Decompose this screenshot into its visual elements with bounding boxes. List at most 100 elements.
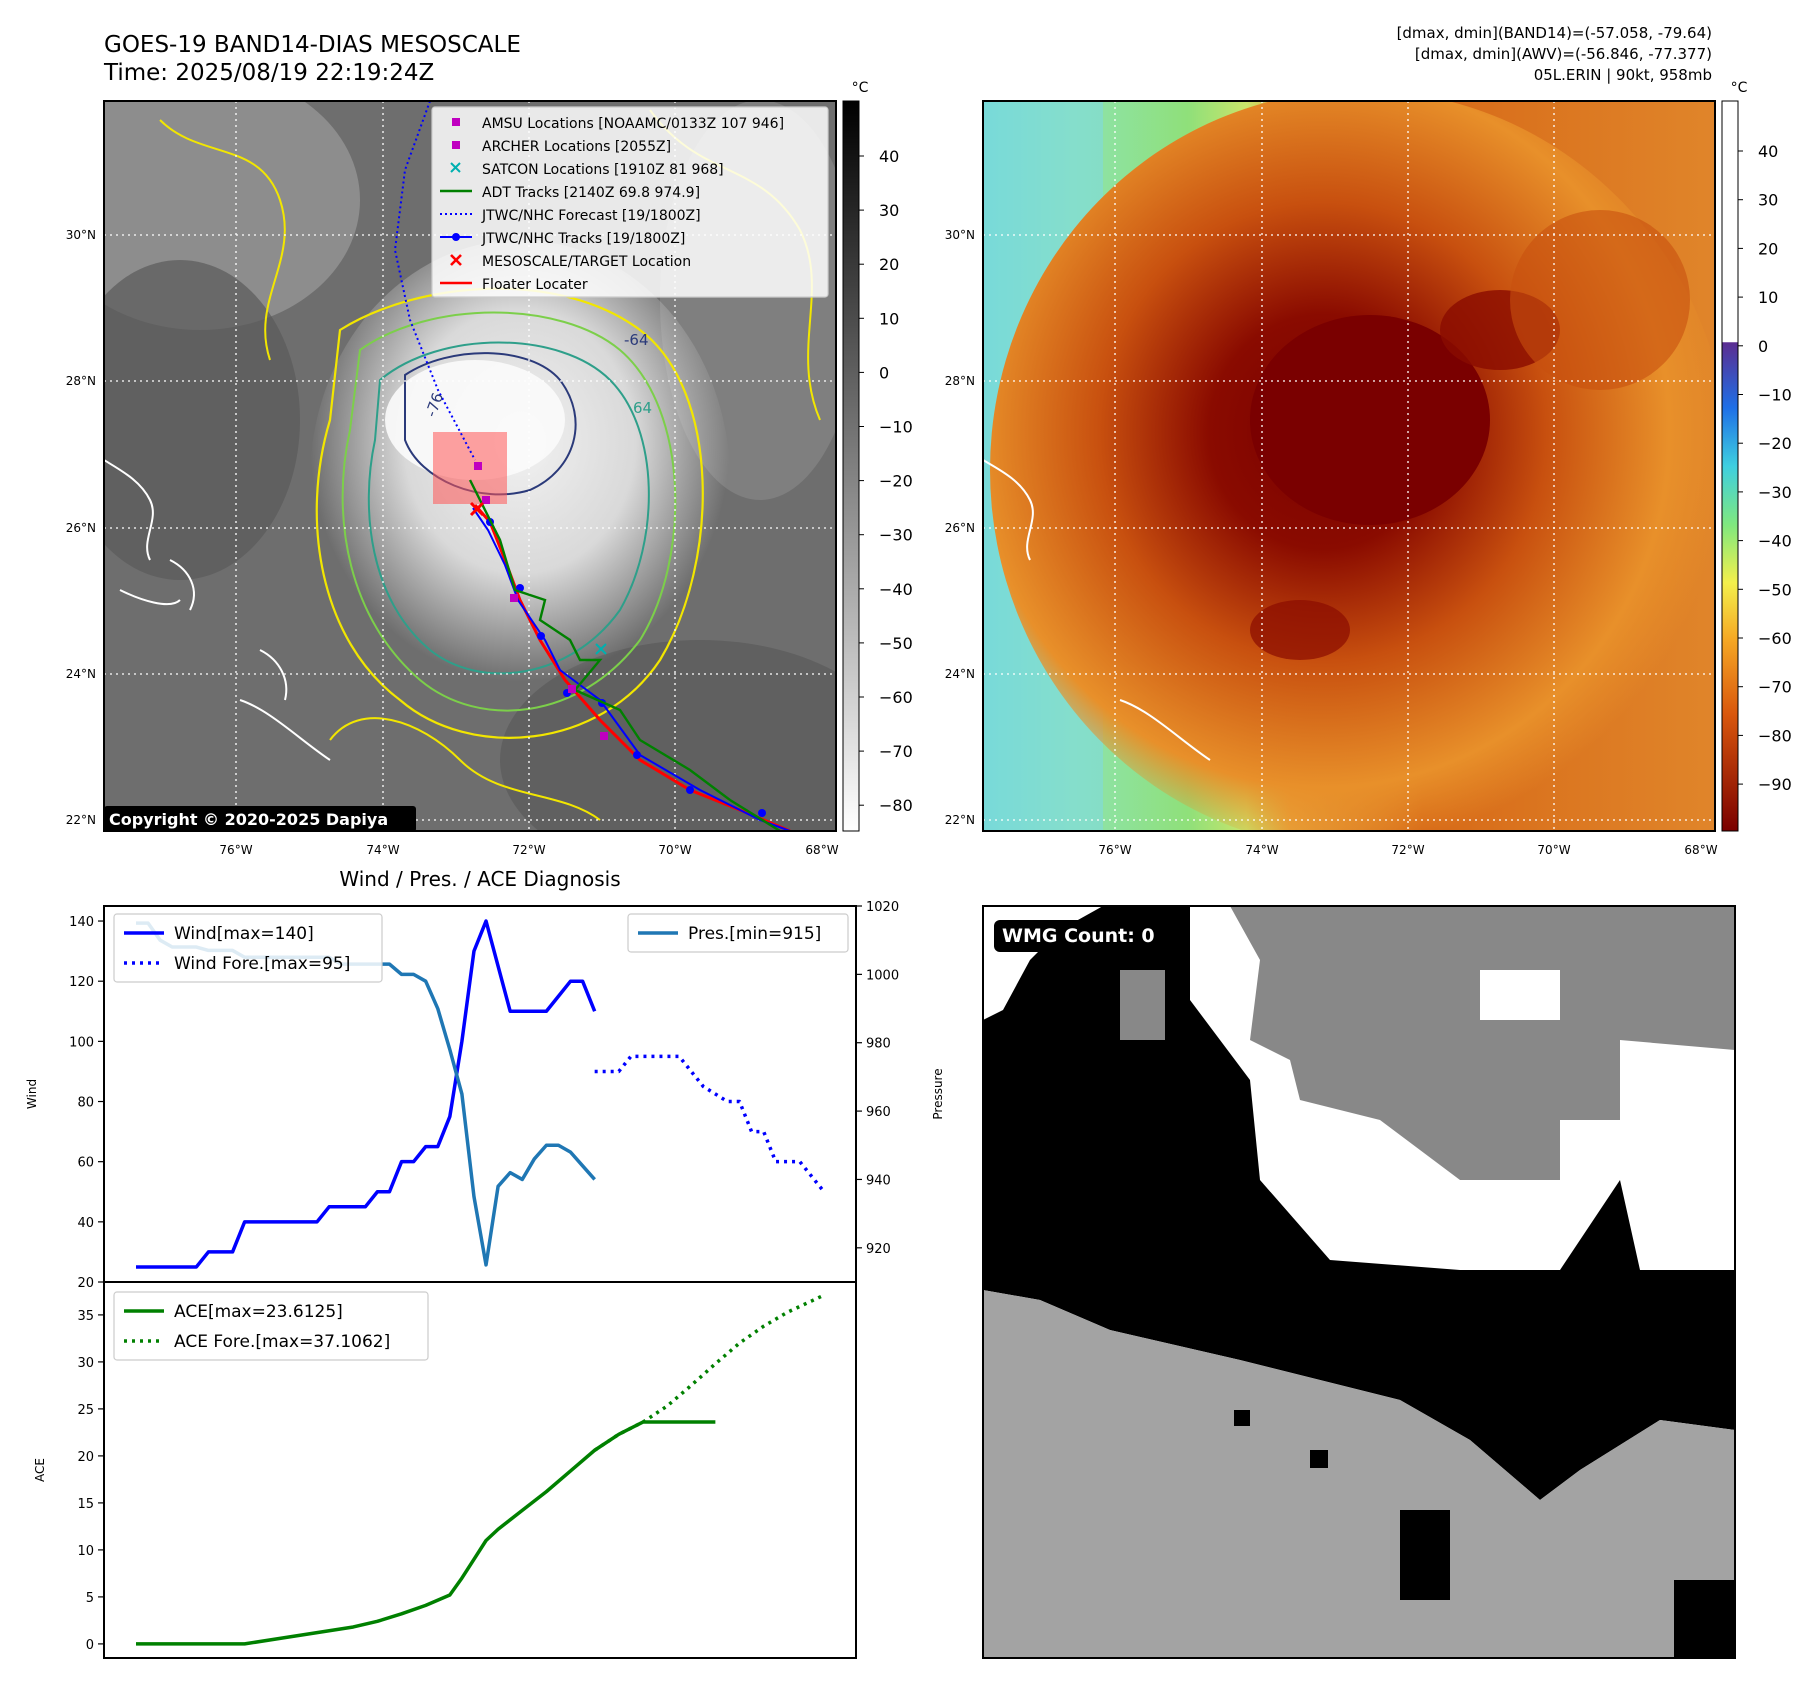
wind-ylabel: Wind [25, 1079, 39, 1109]
awv-storm-core [1250, 315, 1490, 525]
ir-colorbar-label: −60 [879, 688, 913, 707]
archer-points [474, 462, 608, 740]
ir-contour-label: 64 [633, 399, 652, 417]
awv-colorbar: °C 40 30 20 10 0 −10 −20 −30 −40 −50 −60 −70 −80 −90 [1721, 80, 1792, 832]
awv-map-panel: 30°N 28°N 26°N 24°N 22°N 76°W 74°W 72°W … [945, 80, 1792, 857]
legend-item: Floater Locater [482, 277, 588, 293]
wind-forecast-line [594, 1054, 826, 1193]
wmg-black-region [983, 906, 1735, 1500]
ace-axis-tick-label: 0 [86, 1638, 94, 1653]
ir-colorbar-label: −20 [879, 472, 913, 491]
pressure-ylabel: Pressure [931, 1068, 945, 1119]
awv-coastline [983, 459, 1034, 561]
awv-lat-label: 26°N [945, 521, 975, 535]
ir-lon-label: 70°W [658, 843, 691, 857]
awv-colorbar-label: 20 [1758, 239, 1778, 258]
ir-lat-label: 30°N [66, 228, 96, 242]
target-marker [469, 501, 485, 517]
ir-lon-label: 74°W [366, 843, 399, 857]
diag-title: Wind / Pres. / ACE Diagnosis [339, 867, 620, 891]
wind-axis-tick-label: 120 [69, 975, 94, 990]
ir-colorbar-label: −50 [879, 634, 913, 653]
wind-axis-tick-label: 80 [77, 1096, 94, 1111]
awv-colorbar-label: −30 [1758, 483, 1792, 502]
awv-colorbar-label: 40 [1758, 142, 1778, 161]
ace-ylabel: ACE [33, 1458, 47, 1482]
ir-colorbar-label: −80 [879, 796, 913, 815]
awv-map-frame [982, 100, 1716, 832]
ir-colorbar-label: −30 [879, 526, 913, 545]
jtwc-track [472, 507, 791, 831]
ir-coastline [104, 459, 154, 561]
jtwc-forecast-track [393, 101, 476, 461]
awv-colorbar-label: −60 [1758, 629, 1792, 648]
awv-lat-label: 30°N [945, 228, 975, 242]
pressure-axis-tick-label: 1020 [866, 900, 899, 915]
ir-colorbar-label: −40 [879, 580, 913, 599]
wmg-count-label: WMG Count: 0 [1002, 925, 1155, 947]
satcon-marker [595, 643, 607, 655]
info-band14-range: [dmax, dmin](BAND14)=(-57.058, -79.64) [1397, 24, 1712, 42]
ir-map-panel: -76 64 -64 AMSU Locations [NOAAMC/0133Z … [66, 80, 913, 857]
wind-legend: Wind[max=140] Wind Fore.[max=95] [113, 913, 383, 983]
ace-axis-tick-label: 10 [77, 1544, 94, 1559]
ir-colorbar-label: −10 [879, 418, 913, 437]
legend-wind-label: Wind[max=140] [174, 924, 314, 944]
awv-colorbar-label: −50 [1758, 580, 1792, 599]
pressure-legend: Pres.[min=915] [627, 913, 849, 953]
ace-axis-tick-label: 5 [86, 1591, 94, 1606]
wind-axis-tick-label: 20 [77, 1276, 94, 1291]
ir-colorbar-unit: °C [852, 80, 869, 96]
legend-wind-fore-label: Wind Fore.[max=95] [174, 954, 350, 974]
awv-colorbar-label: 30 [1758, 191, 1778, 210]
figure-title: GOES-19 BAND14-DIAS MESOSCALE [104, 32, 521, 58]
figure-time: Time: 2025/08/19 22:19:24Z [103, 60, 434, 86]
awv-lon-label: 68°W [1684, 843, 1717, 857]
ir-colorbar-label: 20 [879, 255, 899, 274]
awv-lat-label: 24°N [945, 667, 975, 681]
pressure-axis-tick-label: 980 [866, 1037, 891, 1052]
ir-map-frame [103, 100, 837, 832]
awv-colorbar-label: 0 [1758, 337, 1768, 356]
pressure-axis-tick-label: 940 [866, 1173, 891, 1188]
ir-colorbar-label: 30 [879, 201, 899, 220]
wind-axis-tick-label: 60 [77, 1156, 94, 1171]
copyright-text: Copyright © 2020-2025 Dapiya [109, 810, 388, 829]
awv-lon-label: 74°W [1245, 843, 1278, 857]
awv-colorbar-label: −20 [1758, 434, 1792, 453]
legend-item: ADT Tracks [2140Z 69.8 974.9] [482, 185, 700, 201]
legend-item: SATCON Locations [1910Z 81 968] [482, 162, 724, 178]
ir-lon-label: 76°W [219, 843, 252, 857]
ir-lon-label: 68°W [805, 843, 838, 857]
awv-colorbar-label: −70 [1758, 678, 1792, 697]
legend-marker-satcon [450, 162, 461, 173]
pressure-axis-tick-label: 960 [866, 1105, 891, 1120]
awv-colorbar-label: −80 [1758, 726, 1792, 745]
ace-chart: 0 5 10 15 20 25 30 35 ACE ACE[max=23.6125] ACE … [33, 1281, 857, 1659]
legend-item: AMSU Locations [NOAAMC/0133Z 107 946] [482, 116, 784, 132]
wind-axis-tick-label: 100 [69, 1035, 94, 1050]
ace-legend: ACE[max=23.6125] ACE Fore.[max=37.1062] [113, 1291, 429, 1361]
awv-colorbar-label: −10 [1758, 386, 1792, 405]
legend-item: MESOSCALE/TARGET Location [482, 254, 691, 270]
legend-item: JTWC/NHC Tracks [19/1800Z] [481, 231, 685, 247]
wind-axis-tick-label: 40 [77, 1216, 94, 1231]
legend-marker-amsu [452, 118, 460, 126]
ir-lat-label: 22°N [66, 813, 96, 827]
ir-legend: AMSU Locations [NOAAMC/0133Z 107 946] AR… [431, 106, 829, 298]
ir-colorbar-label: −70 [879, 742, 913, 761]
pressure-axis-tick-label: 920 [866, 1242, 891, 1257]
ir-contour-teal [367, 341, 650, 675]
legend-marker-target [450, 254, 462, 266]
pressure-axis-tick-label: 1000 [866, 968, 899, 983]
awv-lon-label: 76°W [1098, 843, 1131, 857]
wmg-count-badge [994, 920, 1174, 952]
ir-lat-label: 28°N [66, 374, 96, 388]
legend-ace-fore-label: ACE Fore.[max=37.1062] [174, 1332, 390, 1352]
ir-colorbar: °C 40 30 20 10 0 −10 −20 −30 −40 −50 −60 −70 −80 [842, 80, 913, 832]
ir-colorbar-label: 0 [879, 363, 889, 382]
ace-axis-tick-label: 15 [77, 1497, 94, 1512]
ace-axis-tick-label: 30 [77, 1356, 94, 1371]
ace-axis-tick-label: 25 [77, 1403, 94, 1418]
